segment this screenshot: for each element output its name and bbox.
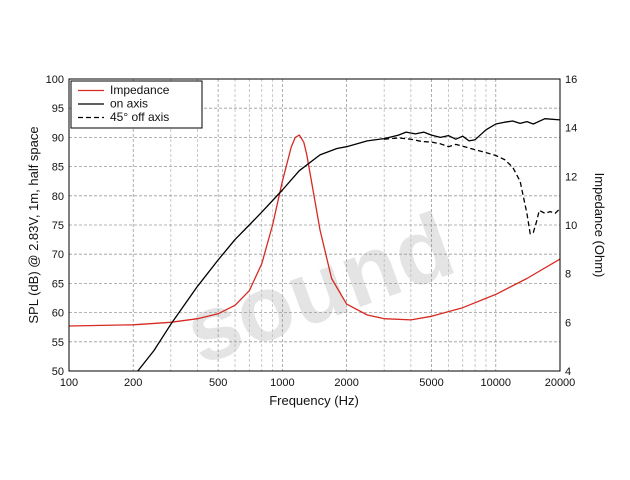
y-tick-label: 65	[52, 278, 64, 290]
x-tick-label: 20000	[545, 377, 576, 389]
x-tick-label: 5000	[419, 377, 443, 389]
y-tick-label: 95	[52, 103, 64, 115]
y-tick-label: 100	[46, 74, 64, 86]
y2-tick-label: 4	[565, 366, 571, 378]
series-lines	[68, 118, 561, 372]
watermark-text: sound	[172, 194, 466, 384]
y-tick-label: 80	[52, 191, 64, 203]
y2-axis-label: Impedance (Ohm)	[592, 173, 607, 278]
x-tick-label: 2000	[334, 377, 358, 389]
y2-tick-label: 12	[565, 171, 577, 183]
y2-tick-label: 8	[565, 269, 571, 281]
series-line-impedance	[68, 134, 561, 327]
x-tick-label: 1000	[270, 377, 294, 389]
legend-label: 45° off axis	[110, 110, 169, 124]
x-tick-label: 10000	[480, 377, 511, 389]
legend-label: Impedance	[110, 83, 170, 97]
y2-tick-label: 6	[565, 317, 571, 329]
x-axis-label: Frequency (Hz)	[269, 393, 359, 408]
series-line-on-axis	[137, 118, 561, 372]
series-line-45-off-axis	[384, 137, 561, 235]
y2-tick-label: 10	[565, 220, 577, 232]
y2-tick-label: 16	[565, 74, 577, 86]
y-tick-label: 60	[52, 308, 64, 320]
legend-label: on axis	[110, 97, 148, 111]
y-tick-label: 90	[52, 132, 64, 144]
y2-tick-labels: 4 6 8 10 12 14 16	[565, 74, 577, 378]
x-tick-label: 500	[209, 377, 227, 389]
y-tick-label: 50	[52, 366, 64, 378]
y-tick-label: 85	[52, 162, 64, 174]
y-axis-label: SPL (dB) @ 2.83V, 1m, half space	[26, 126, 41, 323]
x-tick-label: 200	[124, 377, 142, 389]
x-tick-labels: 100 200 500 1000 2000 5000 10000 20000	[60, 377, 575, 389]
y-tick-label: 70	[52, 249, 64, 261]
plot-frame	[68, 78, 561, 372]
y-tick-label: 55	[52, 337, 64, 349]
y-tick-labels: 50 55 60 65 70 75 80 85 90 95 100	[46, 74, 64, 378]
y2-tick-label: 14	[565, 123, 577, 135]
y-tick-label: 75	[52, 220, 64, 232]
x-tick-label: 100	[60, 377, 78, 389]
